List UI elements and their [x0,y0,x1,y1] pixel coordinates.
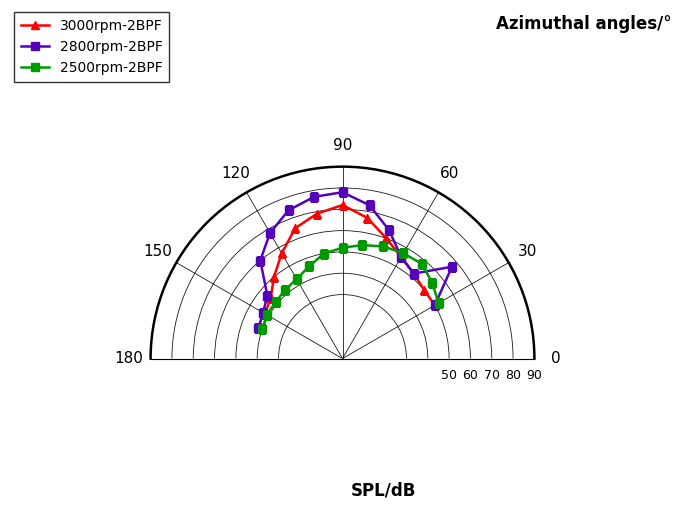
2500rpm-2BPF [338,244,347,250]
2800rpm-2BPF [410,271,418,277]
2500rpm-2BPF [320,250,328,257]
2800rpm-2BPF [365,202,373,208]
2800rpm-2BPF [431,302,439,308]
3000rpm-2BPF [382,235,390,241]
2500rpm-2BPF [292,276,301,282]
3000rpm-2BPF [431,302,439,308]
3000rpm-2BPF [410,271,418,277]
Legend: 3000rpm-2BPF, 2800rpm-2BPF, 2500rpm-2BPF: 3000rpm-2BPF, 2800rpm-2BPF, 2500rpm-2BPF [14,12,169,82]
3000rpm-2BPF [338,202,347,208]
2500rpm-2BPF [428,280,436,286]
2800rpm-2BPF [259,310,267,316]
2500rpm-2BPF [258,326,266,332]
2500rpm-2BPF [418,261,426,267]
2800rpm-2BPF [385,227,393,233]
Text: Azimuthal angles/°: Azimuthal angles/° [496,15,671,33]
2800rpm-2BPF [284,207,292,213]
Line: 2800rpm-2BPF: 2800rpm-2BPF [254,188,456,332]
Text: SPL/dB: SPL/dB [351,482,416,500]
2500rpm-2BPF [379,243,388,249]
3000rpm-2BPF [313,211,321,217]
2800rpm-2BPF [310,194,318,200]
Line: 3000rpm-2BPF: 3000rpm-2BPF [261,201,439,318]
3000rpm-2BPF [270,274,278,280]
2800rpm-2BPF [448,264,456,270]
2800rpm-2BPF [266,230,274,236]
2500rpm-2BPF [434,300,443,306]
2800rpm-2BPF [263,292,271,298]
2500rpm-2BPF [262,312,271,318]
2500rpm-2BPF [358,242,366,248]
3000rpm-2BPF [291,225,299,231]
3000rpm-2BPF [261,311,269,317]
2500rpm-2BPF [305,263,313,269]
2800rpm-2BPF [254,325,262,331]
2500rpm-2BPF [271,299,279,306]
3000rpm-2BPF [420,287,428,293]
3000rpm-2BPF [363,215,371,221]
2500rpm-2BPF [281,287,289,293]
2800rpm-2BPF [338,189,347,195]
2800rpm-2BPF [256,258,264,264]
2500rpm-2BPF [399,250,408,257]
3000rpm-2BPF [266,295,275,301]
2800rpm-2BPF [397,254,406,260]
3000rpm-2BPF [397,254,406,260]
Line: 2500rpm-2BPF: 2500rpm-2BPF [258,241,443,333]
3000rpm-2BPF [277,250,286,257]
